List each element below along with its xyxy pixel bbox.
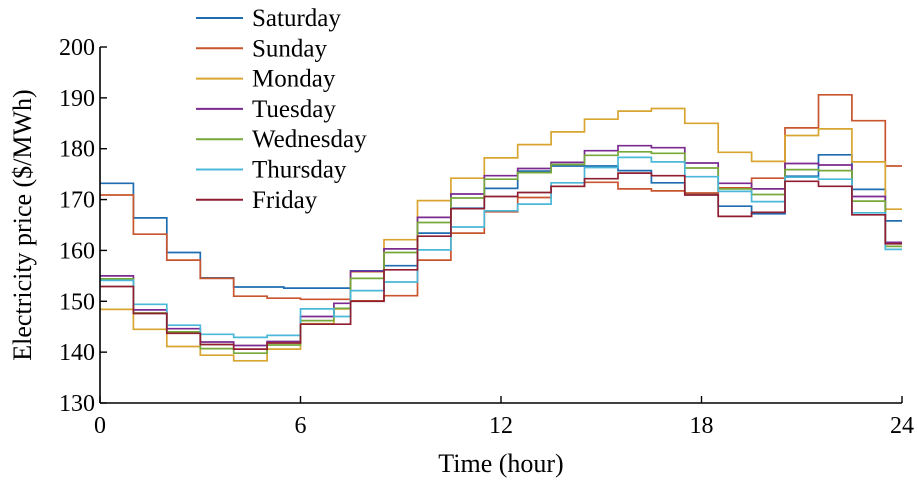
series-line-thursday bbox=[100, 156, 902, 339]
y-tick-label: 150 bbox=[59, 289, 95, 315]
y-tick-label: 170 bbox=[59, 188, 95, 214]
legend-label-monday: Monday bbox=[252, 66, 336, 93]
x-tick-label: 18 bbox=[690, 413, 714, 439]
y-tick-label: 140 bbox=[59, 340, 95, 366]
y-tick-label: 190 bbox=[59, 86, 95, 112]
series-line-monday bbox=[100, 107, 902, 362]
x-ticks: 0 6 12 18 24 bbox=[94, 396, 914, 439]
legend: Saturday Sunday Monday Tuesday Wednesday Thur… bbox=[196, 5, 367, 214]
y-tick-label: 160 bbox=[59, 238, 95, 264]
plot-series-group bbox=[100, 93, 902, 362]
axes-frame bbox=[99, 47, 902, 404]
legend-label-thursday: Thursday bbox=[252, 157, 347, 184]
y-ticks: 130 140 150 160 170 180 190 200 bbox=[59, 35, 107, 417]
legend-label-friday: Friday bbox=[252, 187, 318, 214]
series-line-sunday bbox=[100, 93, 902, 302]
series-line-tuesday bbox=[100, 144, 902, 347]
x-tick-label: 6 bbox=[295, 413, 307, 439]
x-axis-label: Time (hour) bbox=[438, 449, 563, 478]
y-tick-label: 200 bbox=[59, 35, 95, 61]
y-axis-label: Electricity price ($/MWh) bbox=[8, 89, 37, 360]
x-tick-label: 12 bbox=[489, 413, 513, 439]
x-tick-label: 0 bbox=[94, 413, 106, 439]
series-line-wednesday bbox=[100, 150, 902, 355]
series-line-saturday bbox=[100, 153, 902, 289]
legend-label-wednesday: Wednesday bbox=[252, 126, 367, 153]
y-tick-label: 180 bbox=[59, 137, 95, 163]
x-tick-label: 24 bbox=[890, 413, 914, 439]
legend-label-sunday: Sunday bbox=[252, 35, 328, 62]
y-tick-label: 130 bbox=[59, 391, 95, 417]
series-line-friday bbox=[100, 172, 902, 350]
legend-label-saturday: Saturday bbox=[252, 5, 341, 32]
legend-label-tuesday: Tuesday bbox=[252, 96, 336, 123]
